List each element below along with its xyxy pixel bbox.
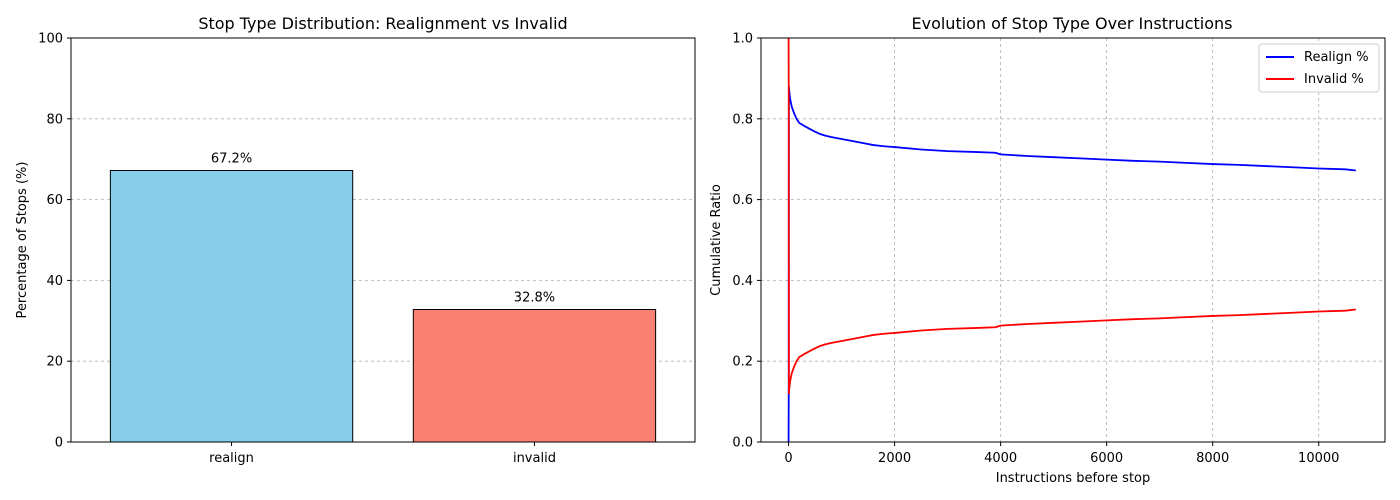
bar-y-tick-label: 40 <box>46 274 63 289</box>
line-x-tick-label: 6000 <box>1090 451 1123 466</box>
bar-invalid <box>412 308 657 443</box>
bar-y-tick-label: 0 <box>55 436 63 451</box>
bar-chart-bars <box>109 170 657 443</box>
bar-realign <box>109 170 354 443</box>
line-chart-y-axis-label: Cumulative Ratio <box>709 184 724 296</box>
line-chart-title: Evolution of Stop Type Over Instructions <box>911 14 1232 33</box>
bar-chart-title: Stop Type Distribution: Realignment vs I… <box>198 14 567 33</box>
bar-chart-y-ticks: 0 20 40 60 80 100 <box>38 32 71 451</box>
bar-chart: Stop Type Distribution: Realignment vs I… <box>15 14 696 466</box>
line-x-tick-label: 8000 <box>1196 451 1229 466</box>
line-chart-series <box>787 37 1356 443</box>
bar-y-tick-label: 20 <box>46 355 63 370</box>
bar-value-label-invalid: 32.8% <box>514 290 555 305</box>
line-y-tick-label: 0.0 <box>732 436 753 451</box>
line-chart-frame <box>760 37 1386 443</box>
line-y-tick-label: 0.4 <box>732 274 753 289</box>
bar-y-tick-label: 60 <box>46 193 63 208</box>
line-chart-y-ticks: 0.0 0.2 0.4 0.6 0.8 1.0 <box>732 32 761 451</box>
line-chart-x-axis-label: Instructions before stop <box>996 471 1151 486</box>
bar-value-label-realign: 67.2% <box>211 152 252 167</box>
line-x-tick-label: 0 <box>784 451 792 466</box>
bar-chart-frame <box>70 37 696 443</box>
line-x-tick-label: 4000 <box>984 451 1017 466</box>
bar-x-tick-label-invalid: invalid <box>513 451 556 466</box>
line-chart: Evolution of Stop Type Over Instructions… <box>709 14 1386 486</box>
bar-chart-y-axis-label: Percentage of Stops (%) <box>15 162 30 319</box>
line-y-tick-label: 1.0 <box>732 32 753 47</box>
line-y-tick-label: 0.8 <box>732 112 753 127</box>
bar-chart-x-ticks: realign invalid <box>209 442 556 466</box>
line-series-invalid <box>787 37 1356 395</box>
line-y-tick-label: 0.6 <box>732 193 753 208</box>
line-x-tick-label: 2000 <box>878 451 911 466</box>
line-x-tick-label: 10000 <box>1298 451 1339 466</box>
bar-chart-value-labels: 67.2% 32.8% <box>211 152 555 306</box>
bar-x-tick-label-realign: realign <box>209 451 254 466</box>
bar-y-tick-label: 100 <box>38 32 63 47</box>
line-chart-legend: Realign % Invalid % <box>1258 43 1380 93</box>
legend-label-invalid: Invalid % <box>1304 72 1364 87</box>
bar-y-tick-label: 80 <box>46 112 63 127</box>
line-y-tick-label: 0.2 <box>732 355 753 370</box>
legend-label-realign: Realign % <box>1304 50 1369 65</box>
line-series-realign <box>787 85 1356 443</box>
line-chart-x-ticks: 0 2000 4000 6000 8000 10000 <box>784 442 1339 466</box>
